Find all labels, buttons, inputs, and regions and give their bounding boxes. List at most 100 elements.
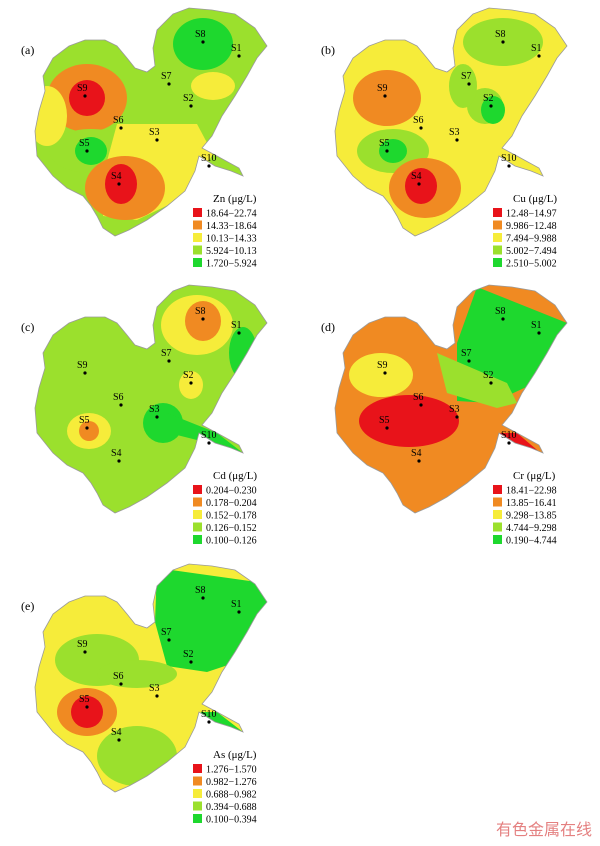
site-label-s6: S6 (413, 115, 424, 126)
legend-swatch-e-1 (193, 776, 202, 786)
legend-entry-a-3: 5.924−10.13 (206, 246, 257, 257)
site-label-s5: S5 (379, 138, 390, 149)
legend-entry-b-2: 7.494−9.988 (506, 234, 557, 245)
zone-c-5 (79, 421, 99, 441)
legend-swatch-d-2 (493, 510, 502, 519)
legend-entry-c-2: 0.152−0.178 (206, 511, 257, 522)
site-label-s1: S1 (231, 599, 242, 610)
legend-b: Cu (μg/L) 12.48−14.979.986−12.48 7.494−9.9… (493, 193, 557, 270)
legend-swatch-b-3 (493, 245, 502, 255)
site-point-s2 (189, 104, 193, 108)
zone-a-9 (35, 86, 67, 146)
legend-swatch-b-2 (493, 233, 502, 242)
legend-entry-d-3: 4.744−9.298 (506, 523, 557, 534)
site-point-s3 (455, 415, 459, 419)
site-point-s5 (85, 149, 89, 153)
zone-a-5 (75, 137, 107, 165)
legend-swatch-c-2 (193, 510, 202, 519)
site-label-s7: S7 (161, 627, 172, 638)
site-label-s5: S5 (379, 415, 390, 426)
site-label-s4: S4 (411, 448, 422, 459)
legend-swatch-a-2 (193, 233, 202, 242)
zone-e-6 (201, 712, 243, 732)
legend-entry-a-1: 14.33−18.64 (206, 221, 257, 232)
zone-b-8 (405, 168, 437, 204)
site-label-s9: S9 (77, 83, 88, 94)
legend-entry-b-1: 9.986−12.48 (506, 221, 557, 232)
map-zones-b (353, 18, 563, 218)
site-point-s7 (167, 359, 171, 363)
site-label-s8: S8 (195, 306, 206, 317)
legend-entry-a-2: 10.13−14.33 (206, 234, 257, 245)
legend-entry-c-1: 0.178−0.204 (206, 498, 257, 509)
map-outline-a (34, 7, 268, 237)
legend-swatch-a-0 (193, 208, 202, 217)
legend-entry-e-0: 1.276−1.570 (206, 765, 257, 776)
panel-b: (b) S1 S2 S3 S4 S5 S6 S7 S8 S9 S10 Cu (μg/L) 12.48−1… (321, 7, 568, 270)
legend-swatch-e-4 (193, 814, 202, 823)
site-label-s10: S10 (501, 153, 517, 164)
site-label-s10: S10 (201, 709, 217, 720)
site-label-s4: S4 (111, 171, 122, 182)
zone-a-8 (105, 164, 137, 204)
zone-b-4 (353, 70, 421, 126)
legend-swatch-c-4 (193, 535, 202, 544)
panel-e: (e) S1 S2 S3 S4 S5 S6 S7 S8 S9 S10 As (μg/L) 1.276−1… (21, 563, 268, 826)
site-label-s4: S4 (111, 448, 122, 459)
site-point-s7 (467, 359, 471, 363)
panel-label-b: (b) (321, 43, 335, 57)
site-point-s4 (417, 459, 421, 463)
site-point-s9 (83, 94, 87, 98)
legend-title-a: Zn (μg/L) (213, 193, 257, 205)
site-point-s2 (489, 104, 493, 108)
site-label-s2: S2 (483, 370, 494, 381)
panel-label-a: (a) (21, 43, 34, 57)
site-label-s2: S2 (183, 370, 194, 381)
site-label-s6: S6 (113, 392, 124, 403)
legend-entry-e-4: 0.100−0.394 (206, 815, 257, 826)
legend-swatch-d-1 (493, 497, 502, 507)
site-label-s4: S4 (111, 727, 122, 738)
site-label-s2: S2 (183, 93, 194, 104)
site-point-s1 (237, 331, 241, 335)
site-label-s3: S3 (149, 127, 160, 138)
site-label-s4: S4 (411, 171, 422, 182)
watermark-text: 有色金属在线 (496, 820, 592, 839)
site-label-s1: S1 (231, 320, 242, 331)
site-point-s1 (237, 54, 241, 58)
zone-a-3 (69, 80, 105, 116)
panel-c: (c) S1 S2 S3 S4 S5 S6 S7 S8 S9 S10 Cd (μg/L) 0.204−0… (21, 284, 268, 547)
map-outline-e (34, 563, 268, 793)
site-point-s5 (385, 149, 389, 153)
legend-entry-b-4: 2.510−5.002 (506, 259, 557, 270)
site-point-s8 (201, 40, 205, 44)
site-point-s1 (537, 331, 541, 335)
legend-title-d: Cr (μg/L) (513, 470, 556, 482)
zone-d-1 (437, 353, 517, 408)
legend-swatch-d-4 (493, 535, 502, 544)
site-point-s2 (189, 660, 193, 664)
legend-swatch-c-3 (193, 522, 202, 532)
site-point-s10 (207, 441, 211, 445)
site-label-s3: S3 (449, 404, 460, 415)
site-label-s1: S1 (531, 43, 542, 54)
site-label-s3: S3 (149, 683, 160, 694)
site-label-s9: S9 (77, 639, 88, 650)
legend-swatch-a-4 (193, 258, 202, 267)
site-point-s5 (385, 426, 389, 430)
panel-label-d: (d) (321, 320, 335, 334)
map-outline-d (334, 284, 568, 514)
site-point-s7 (167, 82, 171, 86)
site-label-s2: S2 (483, 93, 494, 104)
legend-swatch-d-3 (493, 522, 502, 532)
site-point-s9 (83, 650, 87, 654)
site-point-s4 (117, 459, 121, 463)
zone-a-1 (191, 72, 235, 100)
zone-b-9 (449, 64, 477, 108)
legend-entry-e-1: 0.982−1.276 (206, 777, 257, 788)
site-point-s1 (537, 54, 541, 58)
site-point-s6 (119, 403, 123, 407)
